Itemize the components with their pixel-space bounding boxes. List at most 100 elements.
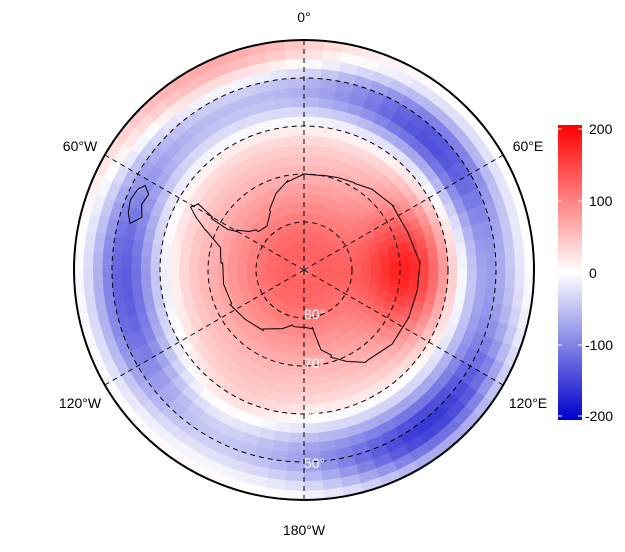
field-cell [221, 402, 240, 419]
field-cell [313, 285, 322, 296]
field-cell [300, 259, 304, 270]
field-cell [214, 387, 232, 404]
field-cell [151, 229, 166, 245]
field-cell [398, 251, 411, 263]
field-cell [311, 232, 318, 243]
field-cell [187, 259, 199, 270]
field-cell [283, 480, 304, 492]
field-cell [390, 261, 401, 271]
field-cell [412, 368, 430, 387]
field-cell [276, 239, 286, 250]
field-cell [291, 307, 298, 319]
field-cell [297, 250, 302, 261]
field-cell [184, 346, 201, 364]
field-cell [476, 254, 488, 271]
field-cell [452, 227, 466, 245]
field-cell [387, 244, 400, 256]
field-cell [304, 201, 311, 213]
field-cell [291, 394, 304, 406]
field-cell [310, 345, 320, 358]
field-cell [216, 410, 235, 428]
field-cell [403, 435, 426, 455]
field-cell [274, 271, 286, 276]
field-cell [330, 279, 341, 287]
field-cell [276, 290, 286, 301]
field-cell [389, 277, 401, 288]
field-cell [136, 360, 155, 381]
field-cell [394, 419, 415, 438]
field-cell [445, 282, 458, 298]
field-cell [192, 452, 215, 471]
field-cell [437, 351, 455, 371]
field-cell [304, 270, 307, 281]
field-cell [470, 168, 488, 190]
field-cell [304, 270, 308, 281]
field-cell [443, 200, 459, 219]
field-cell [298, 260, 304, 270]
lon-label-120e: 120°E [509, 395, 547, 411]
field-cell [331, 277, 342, 284]
field-cell [99, 196, 115, 218]
field-cell [409, 259, 421, 271]
field-cell [169, 245, 182, 260]
field-cell [293, 278, 300, 289]
antarctica-coastline [189, 173, 421, 363]
field-cell [331, 256, 343, 263]
field-cell [328, 219, 338, 231]
field-cell [111, 269, 123, 287]
field-cell [422, 181, 439, 199]
latitude-circle [207, 173, 401, 367]
field-cell [341, 217, 353, 230]
field-cell [282, 283, 292, 293]
field-cell [329, 117, 345, 132]
field-cell [200, 294, 214, 307]
field-cell [331, 275, 343, 281]
field-cell [304, 67, 323, 79]
field-cell [312, 163, 324, 176]
meridian-line [95, 269, 305, 391]
field-cell [102, 358, 122, 381]
field-cell [298, 201, 305, 213]
field-cell [161, 87, 184, 109]
field-cell [275, 274, 286, 281]
field-cell [245, 273, 257, 281]
field-cell [286, 202, 295, 215]
field-cell [266, 221, 277, 234]
field-cell [149, 199, 166, 218]
field-cell [256, 279, 268, 287]
field-cell [160, 405, 181, 426]
field-cell [439, 126, 460, 148]
field-cell [207, 94, 228, 112]
field-cell [271, 244, 282, 254]
field-cell [360, 386, 377, 402]
field-cell [453, 159, 472, 180]
field-cell [320, 278, 331, 285]
field-cell [320, 225, 329, 237]
field-cell [80, 189, 97, 213]
field-cell [299, 308, 304, 319]
field-cell [323, 322, 333, 335]
field-cell [502, 287, 516, 308]
field-cell [451, 325, 468, 345]
field-cell [460, 192, 477, 212]
field-cell [145, 164, 163, 184]
field-cell [301, 259, 304, 270]
field-cell [246, 278, 258, 286]
field-cell [169, 163, 187, 182]
field-cell [315, 411, 331, 424]
field-cell [145, 145, 165, 166]
field-cell [315, 245, 324, 256]
field-cell [259, 313, 271, 326]
field-cell [112, 141, 132, 165]
field-cell [297, 270, 304, 280]
field-cell [309, 336, 318, 348]
field-cell [360, 138, 378, 154]
field-cell [304, 211, 310, 223]
field-cell [485, 253, 497, 271]
field-cell [316, 304, 325, 317]
field-cell [378, 247, 391, 258]
field-cell [283, 268, 295, 270]
field-cell [322, 239, 332, 250]
field-cell [320, 255, 331, 262]
field-cell [297, 298, 302, 310]
